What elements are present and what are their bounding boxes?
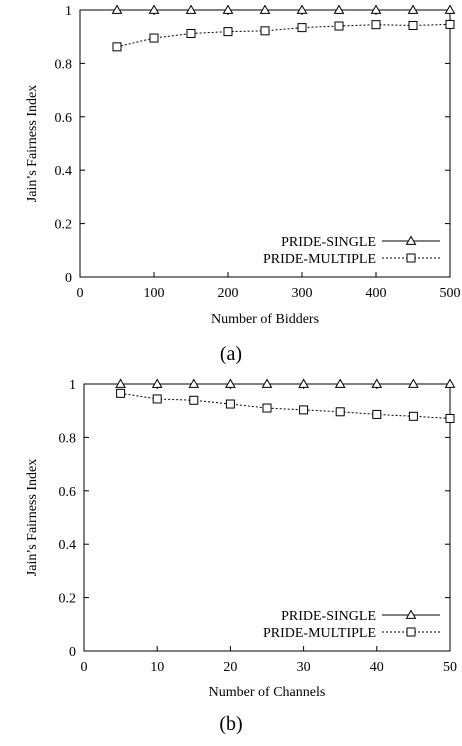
y-tick-label: 0.8: [55, 57, 73, 72]
x-tick-label: 500: [440, 286, 461, 301]
legend-label: PRIDE-MULTIPLE: [263, 626, 376, 641]
square-marker: [149, 33, 159, 43]
y-tick-label: 1: [69, 378, 76, 393]
square-marker: [299, 405, 309, 415]
x-tick-label: 40: [370, 660, 384, 675]
square-marker: [262, 403, 272, 413]
triangle-marker: [225, 378, 236, 388]
square-marker: [408, 20, 418, 30]
x-tick-label: 0: [77, 286, 84, 301]
triangle-marker: [111, 4, 123, 14]
plot-frame: [79, 9, 451, 278]
triangle-marker: [151, 378, 163, 388]
triangle-marker: [444, 378, 456, 388]
triangle-marker: [115, 378, 126, 388]
y-tick-label: 0: [69, 645, 76, 660]
panel-label: (b): [219, 713, 242, 735]
triangle-marker: [296, 4, 308, 14]
square-marker: [225, 399, 235, 409]
y-tick-label: 0.2: [59, 592, 77, 607]
y-tick-label: 0.4: [59, 538, 77, 553]
y-tick-label: 0.4: [55, 164, 73, 179]
square-marker: [152, 394, 162, 404]
triangle-marker: [371, 378, 383, 388]
legend-label: PRIDE-SINGLE: [281, 235, 376, 250]
triangle-marker: [188, 378, 200, 388]
triangle-marker: [261, 378, 273, 388]
x-tick-label: 100: [144, 286, 165, 301]
square-marker: [445, 413, 455, 423]
square-marker: [408, 411, 418, 421]
square-marker: [334, 21, 344, 31]
square-marker: [112, 42, 122, 52]
chart-panel-a: 0 100 200 300 400 500 0 0.2 0.4 0.6 0.8 1 Number of …: [25, 4, 461, 365]
legend-label: PRIDE-SINGLE: [281, 609, 376, 624]
triangle-marker: [408, 378, 419, 388]
square-marker: [297, 23, 307, 33]
legend-marker: [406, 627, 416, 637]
legend-label: PRIDE-MULTIPLE: [263, 252, 376, 267]
triangle-marker: [185, 4, 197, 14]
square-marker: [371, 20, 381, 30]
y-tick-label: 1: [65, 4, 72, 19]
x-tick-label: 300: [292, 286, 313, 301]
y-axis-label: Jain’s Fairness Index: [25, 459, 40, 576]
y-tick-label: 0.8: [59, 431, 77, 446]
x-tick-label: 20: [223, 660, 237, 675]
square-marker: [186, 28, 196, 38]
square-marker: [260, 26, 270, 36]
y-tick-label: 0.6: [55, 111, 73, 126]
triangle-marker: [333, 4, 345, 14]
triangle-marker: [407, 4, 419, 14]
legend-marker: [405, 235, 417, 245]
triangle-marker: [370, 4, 382, 14]
x-axis-label: Number of Bidders: [211, 312, 319, 327]
x-tick-label: 0: [81, 660, 88, 675]
y-tick-label: 0: [65, 271, 72, 286]
triangle-marker: [148, 4, 160, 14]
y-tick-label: 0.2: [55, 218, 73, 233]
series-line-pride-multiple: [120, 392, 451, 419]
triangle-marker: [298, 378, 309, 388]
x-tick-label: 200: [218, 286, 239, 301]
square-marker: [372, 409, 382, 419]
x-axis-label: Number of Channels: [209, 685, 326, 700]
triangle-marker: [222, 4, 234, 14]
panel-label: (a): [220, 343, 242, 365]
square-marker: [445, 19, 455, 29]
x-tick-label: 30: [297, 660, 311, 675]
square-marker: [223, 27, 233, 37]
square-marker: [189, 395, 199, 405]
y-tick-label: 0.6: [59, 485, 77, 500]
legend-marker: [405, 609, 417, 619]
square-marker: [335, 407, 345, 417]
legend-marker: [406, 253, 416, 263]
x-tick-label: 10: [150, 660, 164, 675]
chart-panel-b: 0 10 20 30 40 50 0 0.2 0.4 0.6 0.8 1 Number of Chann…: [25, 378, 457, 735]
x-tick-label: 400: [366, 286, 387, 301]
y-axis-label: Jain’s Fairness Index: [25, 85, 40, 202]
triangle-marker: [444, 4, 456, 14]
x-tick-label: 50: [443, 660, 457, 675]
plot-frame: [83, 383, 451, 652]
series-line-pride-multiple: [116, 23, 451, 48]
triangle-marker: [334, 378, 346, 388]
triangle-marker: [259, 4, 271, 14]
square-marker: [116, 388, 126, 398]
